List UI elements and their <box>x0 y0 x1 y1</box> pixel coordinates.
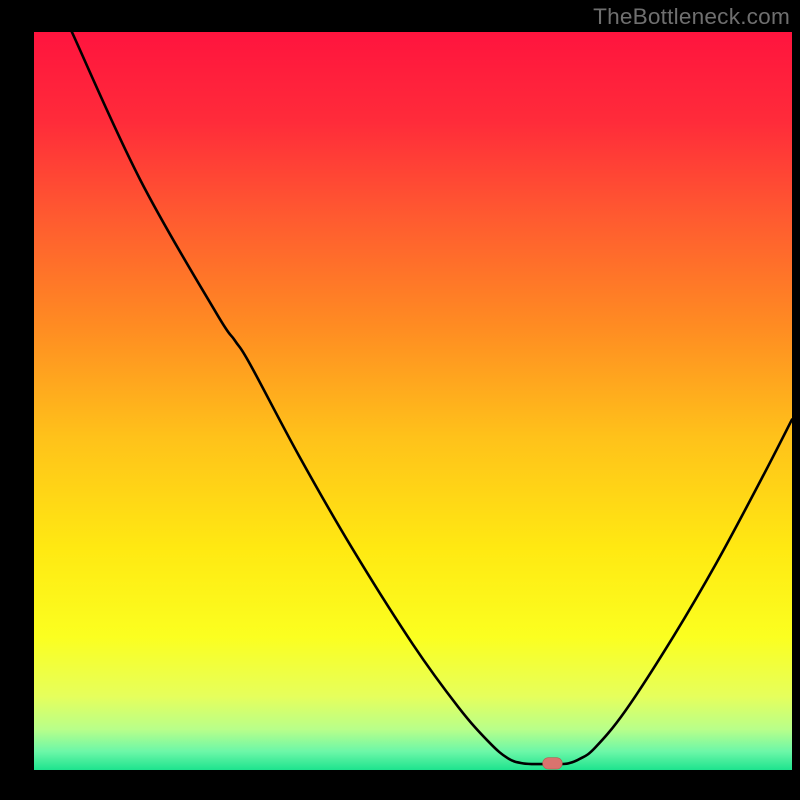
plot-svg <box>0 0 800 800</box>
gradient-background <box>34 32 792 770</box>
root: TheBottleneck.com <box>0 0 800 800</box>
watermark-text: TheBottleneck.com <box>593 4 790 30</box>
optimal-marker <box>543 758 563 769</box>
